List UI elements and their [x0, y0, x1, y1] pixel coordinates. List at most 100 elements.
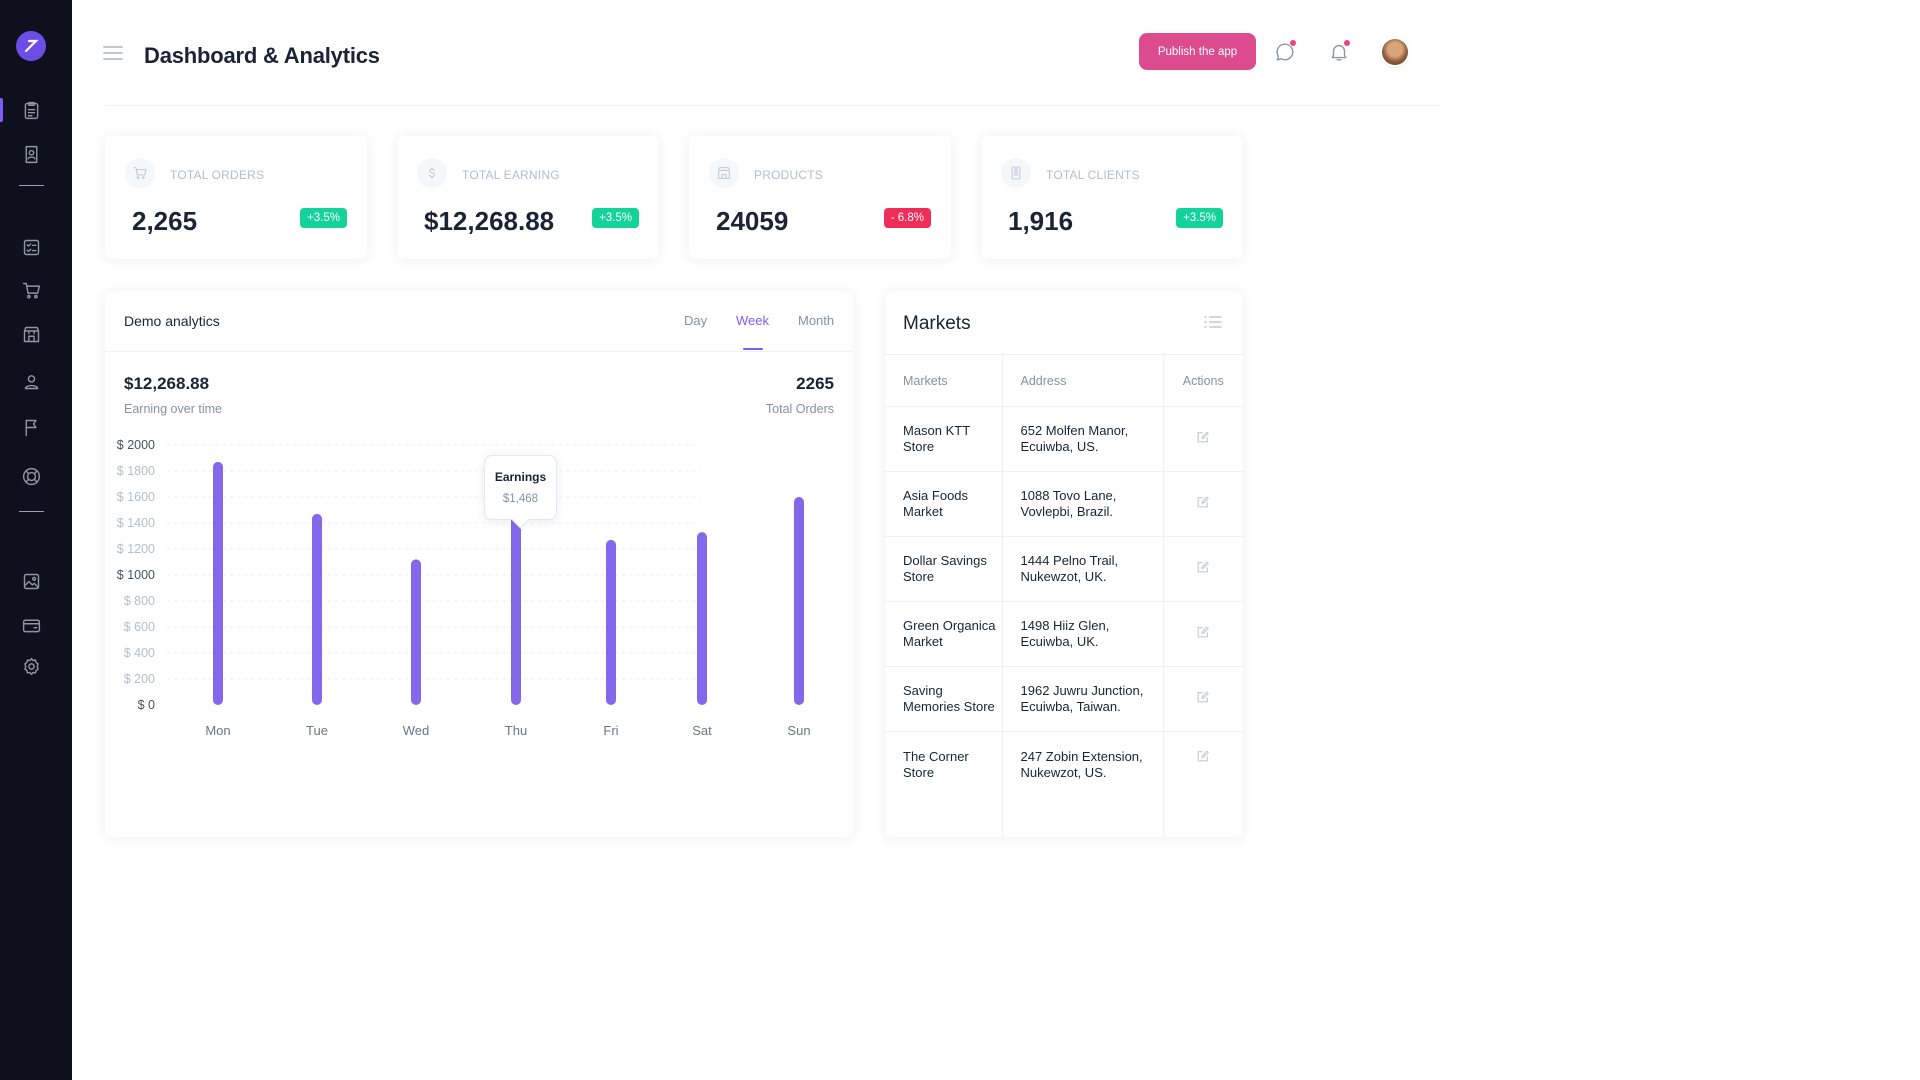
list-icon: [1204, 316, 1222, 328]
edit-icon[interactable]: [1196, 430, 1210, 444]
earnings-label: Earning over time: [124, 402, 222, 416]
notifications-button[interactable]: [1328, 39, 1351, 63]
dollar-icon: [429, 167, 435, 179]
x-logo-icon: [24, 39, 39, 53]
market-address: 1444 Pelno Trail, Nukewzot, UK.: [1002, 536, 1164, 602]
stat-label: TOTAL CLIENTS: [1046, 168, 1140, 182]
y-tick-label: $ 1400: [117, 516, 155, 530]
sidebar-item-wallet[interactable]: [18, 612, 44, 638]
edit-icon[interactable]: [1196, 560, 1210, 574]
bar-thu[interactable]: [511, 514, 521, 705]
sidebar: [0, 0, 72, 1080]
row-actions: [1163, 732, 1243, 838]
sidebar-item-users[interactable]: [18, 368, 44, 394]
bar-sat[interactable]: [697, 532, 707, 705]
wallet-icon: [22, 619, 40, 632]
x-tick-label: Tue: [306, 723, 328, 738]
stat-change-badge: - 6.8%: [883, 208, 931, 228]
chat-bubble-icon: [1276, 43, 1294, 61]
stat-change-badge: +3.5%: [1176, 208, 1223, 228]
x-tick-label: Thu: [505, 723, 527, 738]
cart-icon: [133, 167, 147, 180]
bell-icon: [1331, 44, 1347, 61]
tab-week[interactable]: Week: [736, 313, 769, 328]
bar-wed[interactable]: [411, 559, 421, 705]
sidebar-item-reports[interactable]: [18, 414, 44, 440]
column-header-address: Address: [1002, 354, 1164, 407]
stat-icon-wrapper: [1001, 158, 1031, 188]
x-tick-label: Sat: [692, 723, 712, 738]
x-tick-label: Mon: [205, 723, 230, 738]
market-address: 1962 Juwru Junction, Ecuiwba, Taiwan.: [1002, 666, 1164, 732]
header-divider: [105, 105, 1440, 106]
edit-icon[interactable]: [1196, 625, 1210, 639]
stat-label: PRODUCTS: [754, 168, 823, 182]
x-tick-label: Sun: [787, 723, 810, 738]
sidebar-item-settings[interactable]: [18, 653, 44, 679]
unread-dot: [1343, 39, 1351, 47]
sidebar-item-media[interactable]: [18, 568, 44, 594]
settings-icon: [23, 657, 39, 675]
table-row: Dollar Savings Store 1444 Pelno Trail, Nu…: [885, 536, 1243, 602]
row-actions: [1163, 536, 1243, 602]
life-buoy-icon: [22, 467, 40, 485]
bar-mon[interactable]: [213, 461, 223, 705]
sidebar-item-store[interactable]: [18, 321, 44, 347]
store-icon: [23, 326, 39, 342]
row-actions: [1163, 471, 1243, 537]
users-icon: [24, 374, 38, 389]
sidebar-divider: [19, 185, 44, 186]
stat-icon-wrapper: [125, 158, 155, 188]
stat-card-total-earning: TOTAL EARNING $12,268.88 +3.5%: [397, 136, 659, 259]
active-tab-indicator: [743, 348, 763, 350]
publish-app-button[interactable]: Publish the app: [1139, 33, 1256, 70]
analytics-title: Demo analytics: [124, 313, 220, 329]
document-person-icon: [25, 145, 37, 163]
list-view-button[interactable]: [1203, 314, 1223, 330]
markets-title: Markets: [903, 313, 971, 334]
row-actions: [1163, 406, 1243, 472]
sidebar-item-checklist[interactable]: [18, 234, 44, 260]
active-indicator: [0, 98, 3, 122]
table-row: The Corner Store 247 Zobin Extension, Nuk…: [885, 731, 1243, 838]
user-avatar[interactable]: [1382, 39, 1408, 65]
markets-table: Markets Address Actions Mason KTT Store 6…: [885, 354, 1243, 837]
table-row: Green Organica Market 1498 Hiiz Glen, Ecu…: [885, 601, 1243, 667]
y-tick-label: $ 1600: [117, 490, 155, 504]
menu-toggle-icon[interactable]: [103, 46, 123, 60]
stat-value: 2,265: [132, 206, 198, 236]
bar-tue[interactable]: [312, 513, 322, 705]
market-name: Saving Memories Store: [885, 666, 1003, 732]
edit-icon[interactable]: [1196, 495, 1210, 509]
stat-change-badge: +3.5%: [300, 208, 347, 228]
row-actions: [1163, 601, 1243, 667]
messages-button[interactable]: [1274, 39, 1297, 63]
orders-value: 2265: [796, 374, 834, 393]
analytics-card: Demo analytics Day Week Month $12,268.88…: [105, 291, 853, 837]
stat-label: TOTAL ORDERS: [170, 168, 265, 182]
unread-dot: [1289, 39, 1297, 47]
sidebar-item-clipboard[interactable]: [18, 97, 44, 123]
stat-value: $12,268.88: [424, 206, 555, 236]
analytics-divider: [105, 351, 853, 352]
stat-value: 1,916: [1008, 206, 1074, 236]
x-tick-label: Wed: [403, 723, 430, 738]
bar-sun[interactable]: [794, 497, 804, 705]
bar-fri[interactable]: [606, 539, 616, 705]
checklist-icon: [23, 239, 39, 255]
market-name: Mason KTT Store: [885, 406, 1003, 472]
image-icon: [23, 573, 39, 589]
sidebar-item-cart[interactable]: [18, 277, 44, 303]
x-tick-label: Fri: [603, 723, 618, 738]
y-tick-label: $ 600: [124, 620, 155, 634]
page-title: Dashboard & Analytics: [144, 43, 380, 68]
tab-day[interactable]: Day: [684, 313, 708, 328]
tab-month[interactable]: Month: [798, 313, 835, 328]
table-header-row: Markets Address Actions: [885, 354, 1243, 407]
edit-icon[interactable]: [1196, 690, 1210, 704]
app-logo[interactable]: [16, 31, 46, 61]
sidebar-item-support[interactable]: [18, 463, 44, 489]
edit-icon[interactable]: [1196, 749, 1210, 763]
sidebar-item-documents[interactable]: [18, 141, 44, 167]
orders-label: Total Orders: [765, 402, 834, 416]
